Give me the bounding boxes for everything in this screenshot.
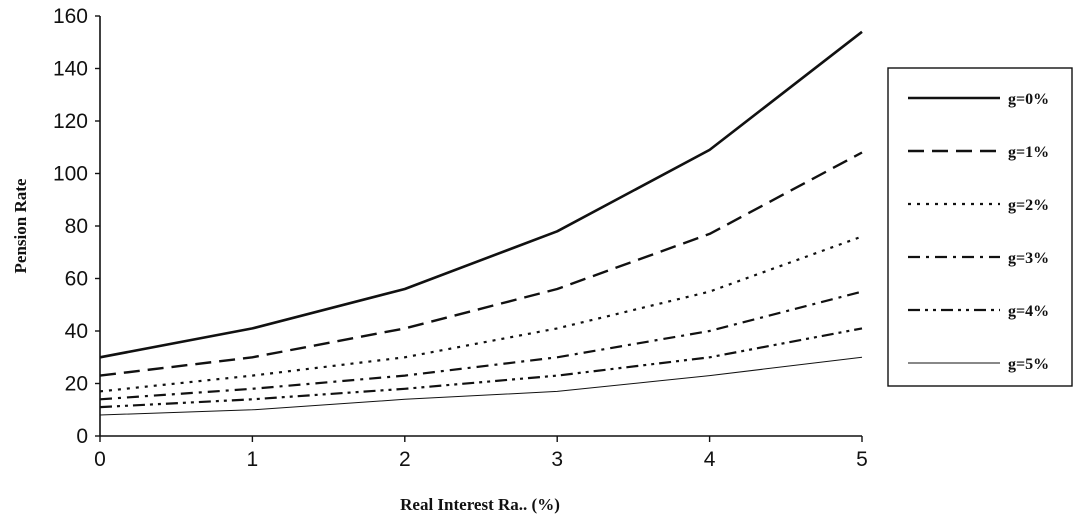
- legend-label-4: g=3%: [1008, 250, 1049, 267]
- legend: g=0% g=1% g=2% g=3% g=4% g=5%: [887, 67, 1073, 387]
- x-tick-label: 5: [856, 448, 868, 471]
- y-tick-label: 80: [65, 215, 88, 238]
- legend-label-3: g=2%: [1008, 197, 1049, 214]
- series-line-6: [99, 356, 863, 416]
- y-tick-label: 60: [65, 268, 88, 291]
- x-tick-label: 0: [94, 448, 106, 471]
- legend-label-1: g=0%: [1008, 91, 1049, 108]
- legend-box: [887, 67, 1073, 387]
- series-line-3: [99, 235, 863, 393]
- y-axis-title: Pension Rate: [11, 178, 30, 273]
- y-tick-label: 140: [53, 58, 88, 81]
- y-tick-label: 160: [53, 5, 88, 28]
- x-tick-label: 1: [247, 448, 259, 471]
- y-tick-label: 0: [76, 425, 88, 448]
- legend-label-5: g=4%: [1008, 303, 1049, 320]
- series-line-1: [99, 30, 863, 359]
- y-tick-label: 40: [65, 320, 88, 343]
- legend-label-2: g=1%: [1008, 144, 1049, 161]
- series-line-2: [99, 151, 863, 377]
- series-line-4: [99, 290, 863, 401]
- series-line-5: [99, 327, 863, 409]
- y-tick-label: 20: [65, 373, 88, 396]
- y-tick-label: 120: [53, 110, 88, 133]
- x-axis-title: Real Interest Ra.. (%): [400, 495, 560, 514]
- y-tick-label: 100: [53, 163, 88, 186]
- axes: 0 20 40 60 80 100 120 140 160 0 1 2 3 4 5: [53, 5, 868, 471]
- legend-label-6: g=5%: [1008, 356, 1049, 373]
- x-tick-label: 4: [704, 448, 716, 471]
- x-tick-label: 2: [399, 448, 411, 471]
- series-layer: [99, 30, 863, 416]
- x-tick-label: 3: [551, 448, 563, 471]
